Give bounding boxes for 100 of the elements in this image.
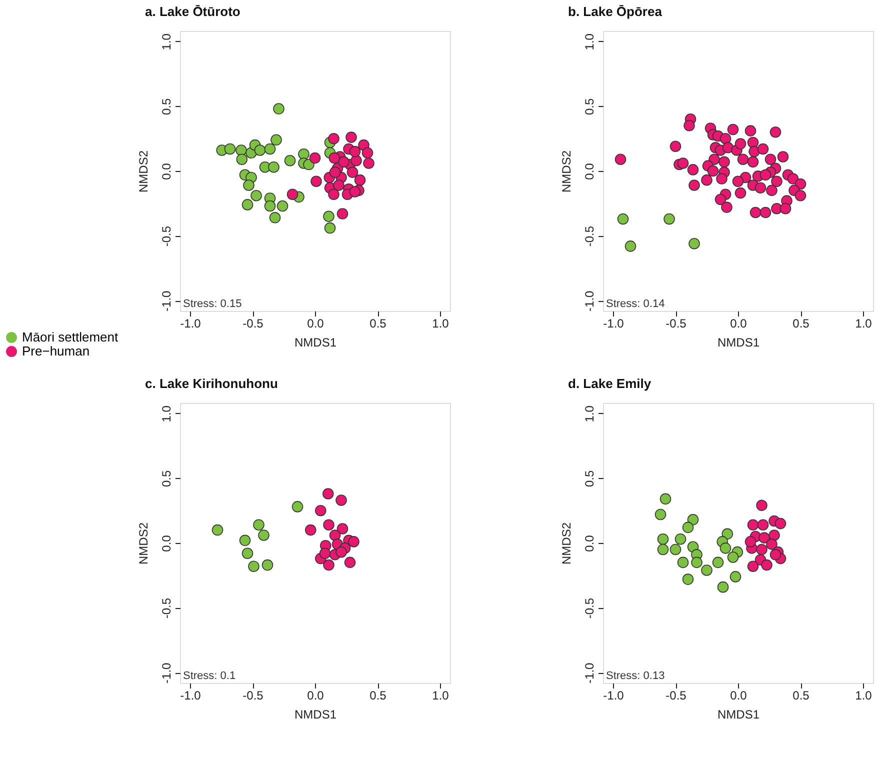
- chart-title: d. Lake Emily: [568, 376, 652, 391]
- point: [721, 202, 732, 213]
- y-tick-label: 0.0: [160, 534, 174, 552]
- point: [777, 151, 789, 162]
- x-tick-label: -1.0: [603, 316, 624, 330]
- y-tick-label: -1.0: [582, 662, 596, 684]
- point: [688, 180, 700, 191]
- point: [654, 508, 666, 520]
- point: [674, 533, 686, 545]
- point: [707, 165, 719, 177]
- point: [336, 523, 348, 534]
- point: [328, 188, 340, 200]
- point: [756, 544, 768, 556]
- y-tick-label: -0.5: [160, 598, 174, 619]
- y-tick-label: 1.0: [582, 33, 596, 50]
- point: [363, 158, 374, 169]
- x-tick-label: 0.0: [307, 688, 324, 702]
- point: [328, 132, 340, 144]
- x-tick-label: 0.0: [730, 688, 748, 702]
- point: [303, 158, 314, 170]
- point: [292, 501, 304, 512]
- point: [286, 188, 298, 200]
- point: [268, 161, 280, 173]
- point: [657, 533, 669, 545]
- point: [766, 538, 778, 550]
- point: [242, 548, 254, 560]
- annotation: Stress: 0.1: [183, 670, 236, 682]
- point: [250, 190, 262, 202]
- point: [682, 522, 694, 534]
- x-tick-label: 1.0: [432, 688, 450, 702]
- x-tick-label: -1.0: [603, 688, 624, 702]
- point: [657, 544, 669, 556]
- point: [329, 530, 341, 541]
- point: [670, 140, 682, 152]
- point: [212, 524, 224, 536]
- point: [687, 514, 699, 526]
- point: [714, 194, 726, 206]
- y-tick-label: -0.5: [582, 598, 596, 619]
- x-tick-label: -1.0: [180, 316, 202, 330]
- point: [761, 559, 772, 571]
- x-tick-label: -0.5: [242, 688, 264, 702]
- point: [780, 202, 792, 214]
- point: [716, 173, 728, 184]
- point: [701, 564, 712, 576]
- y-axis-title: NMDS2: [560, 522, 574, 565]
- y-tick-label: 0.5: [160, 470, 174, 488]
- point: [766, 184, 778, 196]
- point: [730, 571, 742, 582]
- y-tick-label: 0.0: [160, 162, 174, 180]
- point: [350, 154, 362, 166]
- point: [242, 199, 254, 210]
- y-tick-label: 1.0: [160, 405, 174, 422]
- point: [794, 190, 806, 202]
- x-tick-label: 0.5: [792, 688, 810, 702]
- point: [687, 164, 699, 176]
- point: [322, 488, 334, 500]
- point: [284, 154, 296, 166]
- point: [323, 210, 334, 222]
- x-tick-label: 1.0: [855, 316, 872, 330]
- point: [774, 518, 786, 530]
- point: [787, 173, 799, 184]
- point: [684, 120, 695, 132]
- annotation: Stress: 0.15: [183, 298, 242, 310]
- point: [264, 200, 276, 212]
- point: [771, 176, 782, 188]
- y-tick-label: -1.0: [160, 290, 174, 312]
- point: [670, 544, 682, 556]
- y-axis-title: NMDS2: [136, 522, 150, 565]
- chart-title: a. Lake Ōtūroto: [145, 4, 240, 19]
- x-tick-label: 1.0: [855, 688, 872, 702]
- point: [682, 574, 694, 585]
- point: [323, 519, 334, 530]
- point: [727, 124, 739, 136]
- point: [614, 154, 626, 165]
- x-axis-title: NMDS1: [717, 708, 760, 722]
- point: [734, 138, 746, 150]
- y-tick-label: -1.0: [160, 662, 174, 684]
- point: [660, 493, 672, 505]
- annotation: Stress: 0.14: [606, 298, 665, 310]
- point: [747, 519, 759, 530]
- point: [720, 132, 732, 144]
- chart-title: c. Lake Kirihonuhonu: [145, 376, 278, 391]
- point: [744, 125, 756, 136]
- legend-label: Māori settlement: [22, 330, 118, 344]
- x-tick-label: 0.5: [370, 316, 387, 330]
- point: [717, 581, 729, 593]
- x-tick-label: -0.5: [666, 688, 687, 702]
- point: [336, 546, 347, 558]
- point: [691, 556, 702, 568]
- x-tick-label: 0.5: [792, 316, 810, 330]
- x-tick-label: -1.0: [180, 688, 202, 702]
- x-tick-label: 0.0: [730, 316, 748, 330]
- point: [747, 156, 759, 168]
- y-tick-label: 0.0: [582, 162, 596, 180]
- y-tick-label: 0.0: [582, 534, 596, 552]
- y-axis-title: NMDS2: [560, 150, 574, 193]
- point: [757, 519, 769, 530]
- point: [304, 524, 316, 536]
- x-axis-title: NMDS1: [294, 708, 337, 722]
- point: [298, 148, 310, 160]
